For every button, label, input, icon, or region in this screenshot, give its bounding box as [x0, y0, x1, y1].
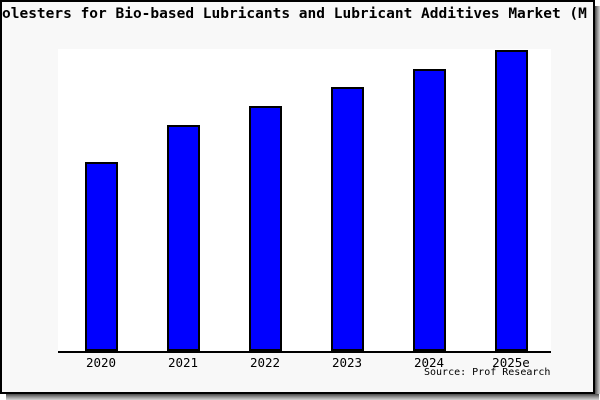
x-tick-label-2022: 2022	[249, 355, 281, 370]
x-tick-label-2020: 2020	[85, 355, 117, 370]
chart-title: olesters for Bio-based Lubricants and Lu…	[2, 6, 587, 22]
bar-2022	[248, 106, 282, 351]
x-tick-label-2021: 2021	[167, 355, 199, 370]
x-tick-label-2024: 2024	[413, 355, 445, 370]
x-tick-label-2023: 2023	[331, 355, 363, 370]
x-tick-label-2025e: 2025e	[492, 355, 530, 370]
frame-shadow-right	[595, 6, 600, 394]
plot-area	[58, 49, 551, 353]
bar-2020	[84, 162, 118, 351]
bar-2021	[166, 125, 200, 351]
bar-2025e	[494, 50, 528, 351]
source-note: Source: Prof Research	[424, 367, 551, 378]
frame-shadow-bottom	[6, 394, 599, 400]
bar-2024	[412, 69, 446, 351]
bar-2023	[330, 87, 364, 351]
